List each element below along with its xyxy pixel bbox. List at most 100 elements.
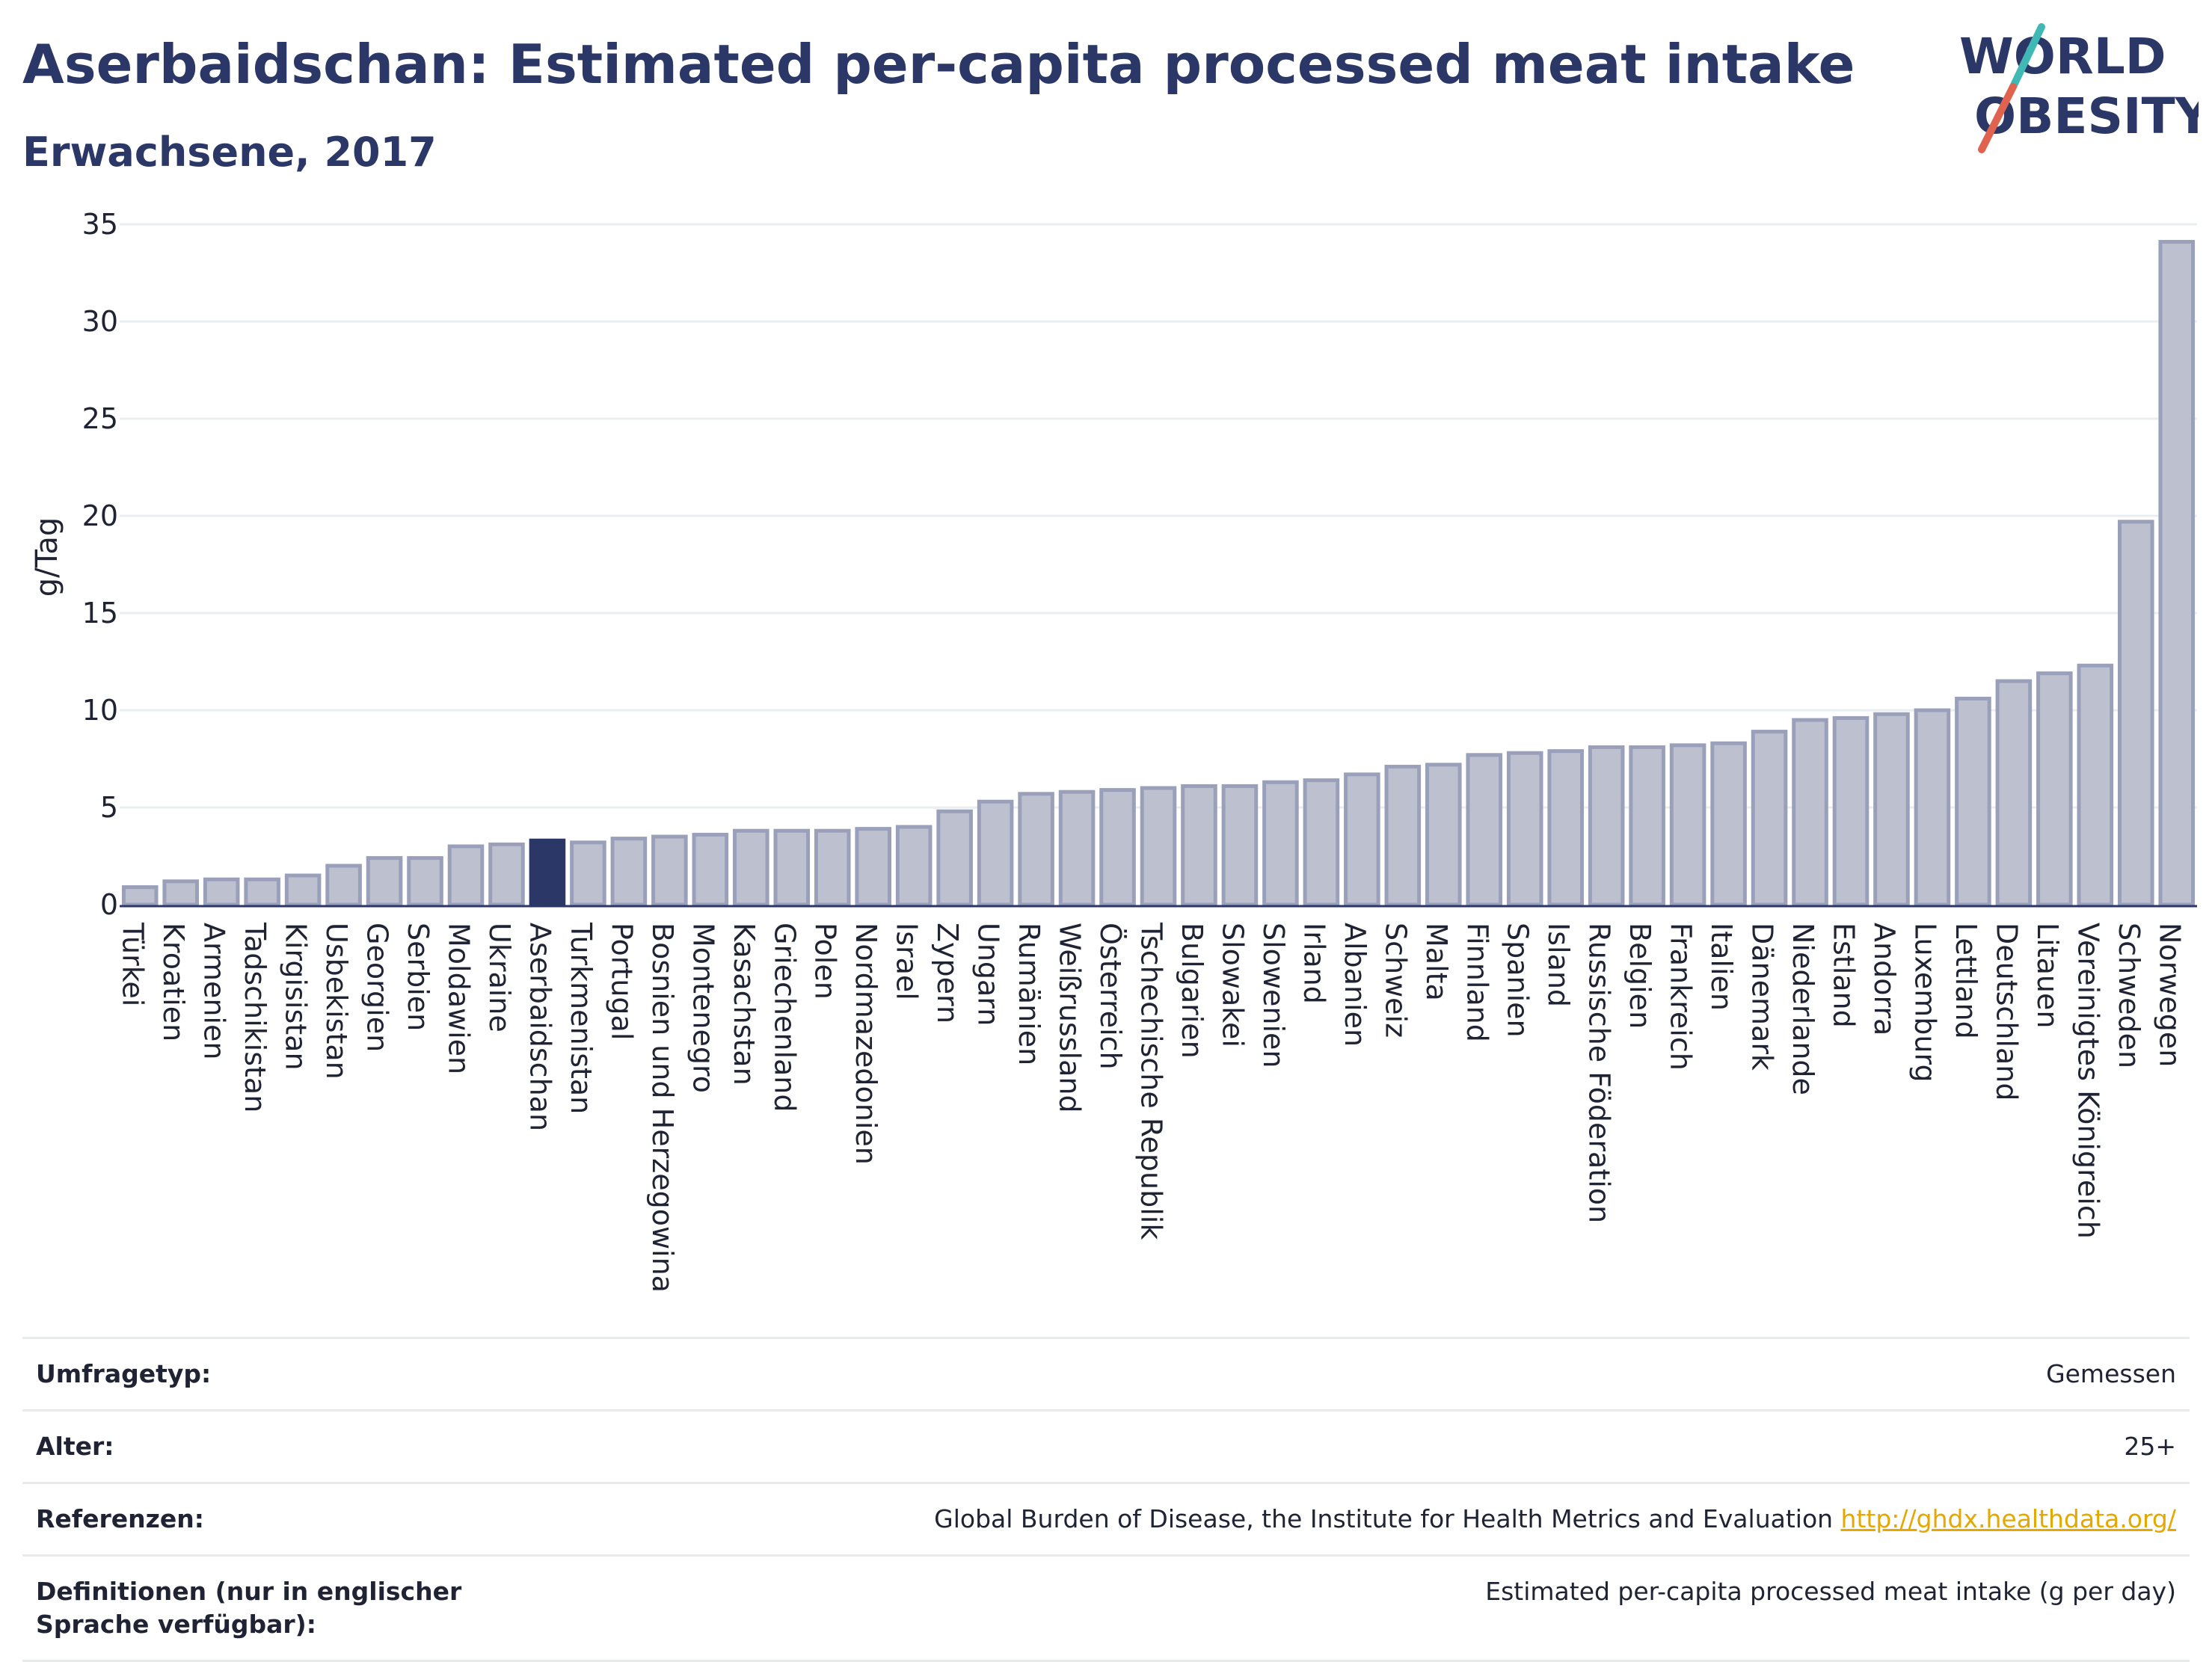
x-tick-label: Aserbaidschan xyxy=(523,923,556,1131)
reference-link[interactable]: http://ghdx.healthdata.org/ xyxy=(1840,1504,2176,1533)
bar-rumänien xyxy=(1018,792,1054,907)
info-value-text: 25+ xyxy=(2124,1432,2176,1461)
x-tick-label: Nordmazedonien xyxy=(850,923,882,1165)
x-tick-label: Weißrussland xyxy=(1054,923,1087,1113)
x-tick-label: Israel xyxy=(891,923,924,1000)
x-tick-label: Island xyxy=(1542,923,1575,1007)
x-tick-label: Luxemburg xyxy=(1908,923,1941,1083)
x-tick-label: Schweiz xyxy=(1379,923,1412,1038)
x-tick-label: Kroatien xyxy=(157,923,190,1041)
x-tick-label: Bulgarien xyxy=(1176,923,1208,1059)
x-tick-label: Dänemark xyxy=(1746,923,1779,1071)
y-tick-label: 5 xyxy=(100,791,118,824)
y-axis-title: g/Tag xyxy=(30,517,64,597)
bar-ungarn xyxy=(977,799,1014,907)
bar-georgien xyxy=(366,856,403,907)
bar-türkei xyxy=(121,885,159,907)
bar-andorra xyxy=(1873,712,1910,907)
bar-polen xyxy=(814,828,851,907)
info-row: Referenzen: Global Burden of Disease, the… xyxy=(22,1482,2190,1556)
y-axis-ticks: 0 5 10 15 20 25 30 35 xyxy=(82,208,118,921)
bar-aserbaidschan xyxy=(529,838,566,907)
bar-luxemburg xyxy=(1914,708,1951,907)
y-tick-label: 30 xyxy=(82,305,118,338)
info-value: Estimated per-capita processed meat inta… xyxy=(573,1554,2190,1662)
logo-line1: WORLD xyxy=(1959,28,2166,85)
bar-albanien xyxy=(1344,772,1380,907)
bar-frankreich xyxy=(1669,743,1706,907)
x-tick-label: Türkei xyxy=(117,922,150,1006)
info-key: Umfragetyp: xyxy=(22,1337,573,1411)
bar-estland xyxy=(1832,715,1870,907)
bar-dänemark xyxy=(1751,730,1788,907)
y-tick-label: 25 xyxy=(82,402,118,435)
world-obesity-logo: WORLD OBESITY xyxy=(1959,23,2199,153)
x-tick-label: Spanien xyxy=(1502,923,1534,1038)
info-table: Umfragetyp: Gemessen Alter: 25+ Referenzen: G… xyxy=(22,1337,2190,1662)
x-tick-label: Andorra xyxy=(1868,923,1901,1035)
info-value: Global Burden of Disease, the Institute … xyxy=(573,1482,2190,1556)
info-key: Alter: xyxy=(22,1409,573,1483)
x-tick-label: Bosnien und Herzegowina xyxy=(646,923,679,1293)
y-tick-label: 10 xyxy=(82,694,118,727)
bar-österreich xyxy=(1099,788,1136,907)
x-tick-label: Kasachstan xyxy=(728,923,761,1086)
x-tick-label: Polen xyxy=(809,923,842,1000)
bar-armenien xyxy=(203,877,240,907)
bar-niederlande xyxy=(1792,718,1828,907)
x-tick-label: Russische Föderation xyxy=(1583,923,1616,1223)
x-tick-label: Slowakei xyxy=(1216,923,1249,1047)
x-tick-label: Moldawien xyxy=(443,923,476,1074)
info-row: Umfragetyp: Gemessen xyxy=(22,1337,2190,1411)
bar-vereinigtes-königreich xyxy=(2077,663,2114,907)
bar-chart: 0 5 10 15 20 25 30 35 Türkei Kroatien Armenien Tad… xyxy=(30,208,2197,1293)
x-tick-label: Georgien xyxy=(361,923,394,1052)
x-tick-label: Frankreich xyxy=(1665,923,1698,1071)
page-title: Aserbaidschan: Estimated per-capita proc… xyxy=(22,33,1855,96)
bar-belgien xyxy=(1629,745,1665,907)
bar-deutschland xyxy=(1995,679,2033,907)
x-tick-label: Armenien xyxy=(198,923,231,1059)
x-tick-label: Litauen xyxy=(2031,923,2064,1028)
bar-tschechische-republik xyxy=(1140,786,1177,907)
logo-slash-coral xyxy=(1978,83,2017,153)
x-tick-label: Irland xyxy=(1297,923,1330,1004)
bar-kasachstan xyxy=(733,828,769,907)
x-tick-label: Malta xyxy=(1420,923,1453,1001)
bar-weißrussland xyxy=(1058,790,1096,907)
y-tick-label: 20 xyxy=(82,499,118,532)
x-tick-label: Tschechische Republik xyxy=(1135,922,1168,1240)
bar-island xyxy=(1547,749,1584,907)
x-tick-label: Usbekistan xyxy=(320,923,353,1080)
info-value: Gemessen xyxy=(573,1337,2190,1411)
bar-moldawien xyxy=(447,844,485,907)
bar-slowenien xyxy=(1262,780,1299,907)
x-tick-label: Österreich xyxy=(1094,923,1127,1070)
x-tick-label: Tadschikistan xyxy=(239,922,271,1112)
bar-lettland xyxy=(1955,696,1991,907)
x-tick-label: Belgien xyxy=(1623,923,1656,1029)
bar-litauen xyxy=(2036,671,2073,907)
x-tick-label: Griechenland xyxy=(768,923,801,1112)
logo-slash-teal xyxy=(2009,23,2045,90)
bar-norwegen xyxy=(2158,239,2196,907)
bar-irland xyxy=(1303,778,1340,907)
x-tick-label: Turkmenistan xyxy=(565,922,597,1114)
bar-ukraine xyxy=(488,842,525,907)
x-tick-label: Serbien xyxy=(402,923,434,1031)
x-axis-labels: Türkei Kroatien Armenien Tadschikistan Kirgi… xyxy=(117,922,2187,1293)
bar-italien xyxy=(1710,741,1747,907)
bar-schweiz xyxy=(1384,764,1422,907)
info-key: Referenzen: xyxy=(22,1482,573,1556)
x-tick-label: Montenegro xyxy=(686,923,719,1093)
bar-griechenland xyxy=(773,828,811,907)
x-tick-label: Portugal xyxy=(605,923,638,1040)
bar-portugal xyxy=(610,837,648,907)
x-tick-label: Kirgisistan xyxy=(280,923,313,1071)
info-value-text: Gemessen xyxy=(2046,1359,2176,1388)
x-tick-label: Norwegen xyxy=(2153,923,2186,1067)
x-tick-label: Ungarn xyxy=(972,923,1005,1026)
x-tick-label: Italien xyxy=(1705,923,1738,1011)
bar-slowakei xyxy=(1221,784,1259,907)
x-tick-label: Vereinigtes Königreich xyxy=(2071,923,2104,1239)
